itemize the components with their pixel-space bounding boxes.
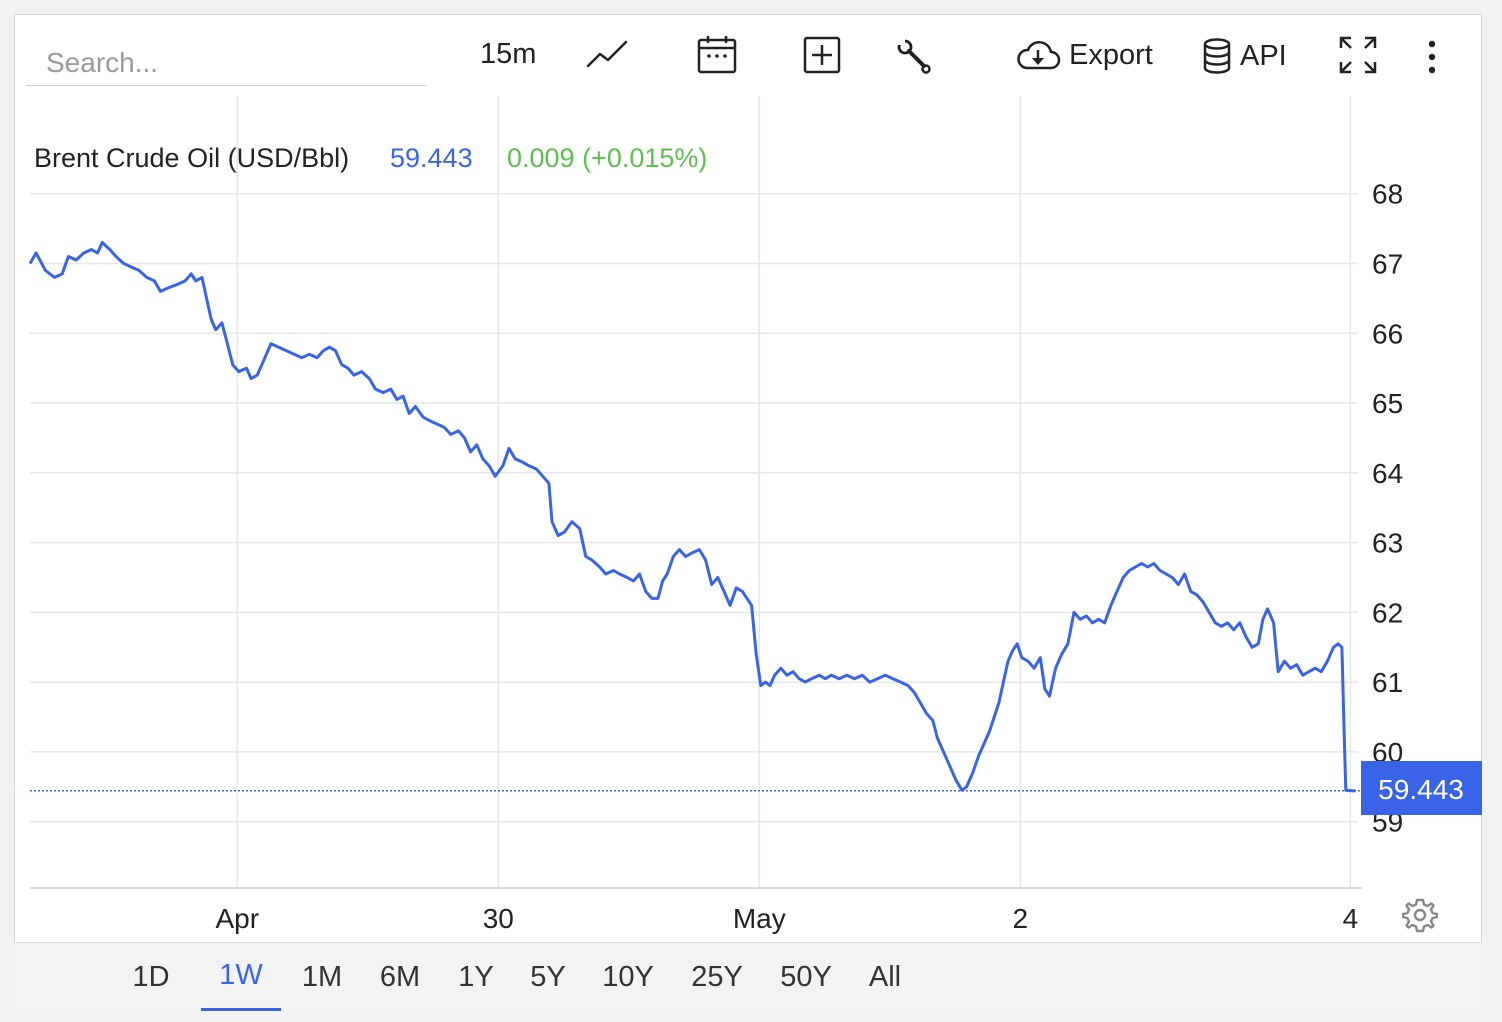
x-tick-label: May bbox=[733, 903, 786, 934]
range-button-all[interactable]: All bbox=[868, 960, 902, 993]
chart-type-button[interactable] bbox=[586, 38, 628, 70]
line-chart-icon bbox=[586, 40, 628, 68]
calendar-button[interactable] bbox=[697, 34, 737, 74]
toolbar: 15m bbox=[0, 0, 1502, 96]
last-price-tag-label: 59.443 bbox=[1378, 774, 1464, 805]
x-tick-label: 30 bbox=[483, 903, 514, 934]
tools-button[interactable] bbox=[896, 38, 932, 76]
y-tick-label: 67 bbox=[1372, 248, 1403, 279]
x-tick-label: 2 bbox=[1013, 903, 1029, 934]
plus-box-icon bbox=[803, 36, 841, 74]
more-vertical-icon bbox=[1428, 40, 1436, 74]
y-tick-label: 62 bbox=[1372, 597, 1403, 628]
range-button-1y[interactable]: 1Y bbox=[458, 960, 494, 993]
price-series-line bbox=[28, 241, 1356, 793]
range-button-25y[interactable]: 25Y bbox=[691, 960, 743, 993]
gear-icon bbox=[1401, 898, 1439, 933]
y-tick-label: 65 bbox=[1372, 388, 1403, 419]
x-tick-label: Apr bbox=[215, 903, 259, 934]
interval-button[interactable]: 15m bbox=[480, 38, 536, 71]
last-price-tag: 59.443 bbox=[1361, 761, 1482, 815]
api-button[interactable]: API bbox=[1202, 38, 1287, 74]
legend-change: 0.009 (+0.015%) bbox=[507, 143, 707, 173]
export-button[interactable]: Export bbox=[1015, 38, 1153, 72]
last-price-tag-bg bbox=[1361, 761, 1482, 815]
more-button[interactable] bbox=[1424, 40, 1440, 74]
interval-label: 15m bbox=[480, 38, 537, 70]
y-tick-label: 63 bbox=[1372, 528, 1403, 559]
api-label: API bbox=[1240, 39, 1287, 72]
compare-button[interactable] bbox=[803, 36, 841, 74]
chart-legend: Brent Crude Oil (USD/Bbl) 59.443 0.009 (… bbox=[34, 143, 707, 173]
search-input[interactable] bbox=[26, 40, 426, 86]
range-selector: 1D 1W 1M 6M 1Y 5Y 10Y 25Y 50Y All bbox=[14, 942, 1482, 1014]
range-button-10y[interactable]: 10Y bbox=[602, 960, 654, 993]
legend-series-name: Brent Crude Oil (USD/Bbl) bbox=[34, 143, 349, 173]
fullscreen-button[interactable] bbox=[1339, 36, 1377, 74]
chart-panel bbox=[14, 14, 1482, 1014]
grid-lines bbox=[30, 96, 1362, 889]
y-tick-label: 64 bbox=[1372, 458, 1403, 489]
legend-value: 59.443 bbox=[390, 143, 473, 173]
y-tick-label: 68 bbox=[1372, 179, 1403, 210]
wrench-icon bbox=[897, 38, 931, 74]
calendar-icon bbox=[697, 36, 737, 74]
y-tick-label: 66 bbox=[1372, 318, 1403, 349]
export-label: Export bbox=[1069, 38, 1153, 71]
range-button-5y[interactable]: 5Y bbox=[530, 960, 566, 993]
chart-settings-button[interactable] bbox=[1401, 897, 1439, 938]
database-icon bbox=[1203, 38, 1231, 74]
x-tick-label: 4 bbox=[1343, 903, 1359, 934]
cloud-download-icon bbox=[1017, 41, 1061, 70]
range-button-1w[interactable]: 1W bbox=[201, 943, 281, 1011]
range-button-1m[interactable]: 1M bbox=[301, 960, 343, 993]
range-button-1d[interactable]: 1D bbox=[132, 960, 170, 993]
expand-icon bbox=[1339, 36, 1377, 74]
range-button-6m[interactable]: 6M bbox=[379, 960, 421, 993]
price-line-layer bbox=[28, 241, 1361, 793]
y-tick-label: 61 bbox=[1372, 667, 1403, 698]
range-button-50y[interactable]: 50Y bbox=[780, 960, 832, 993]
